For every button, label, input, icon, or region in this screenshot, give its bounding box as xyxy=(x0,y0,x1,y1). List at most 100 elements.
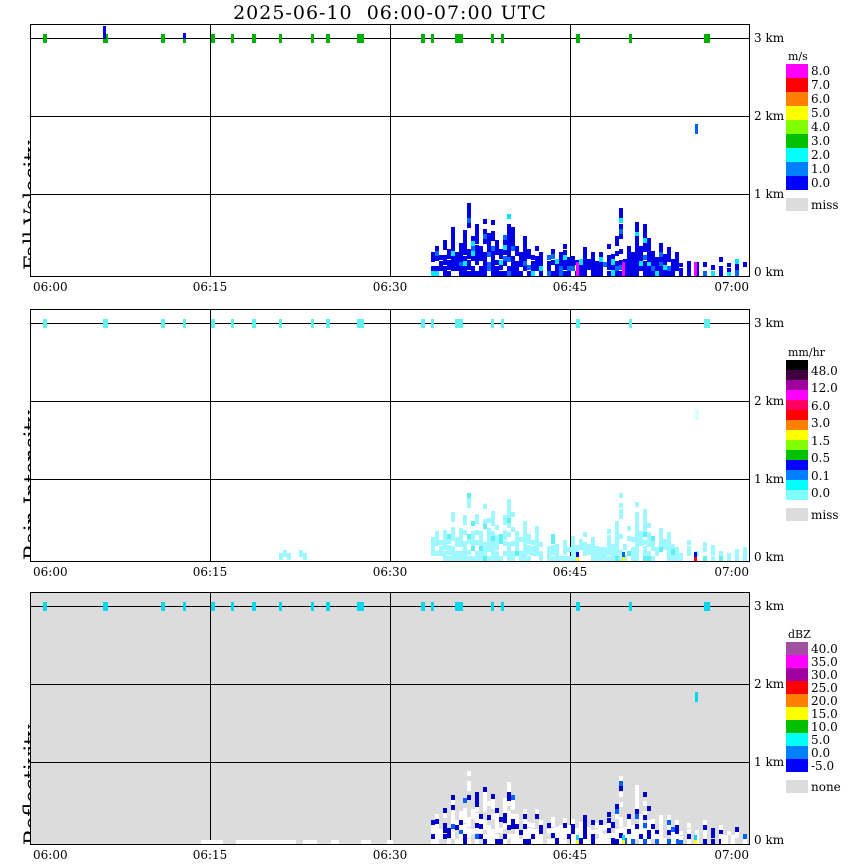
data-cell xyxy=(619,839,623,844)
data-cell xyxy=(647,537,651,542)
data-cell xyxy=(607,260,611,265)
data-cell xyxy=(659,262,663,267)
data-cell xyxy=(435,536,439,541)
data-cell xyxy=(451,527,455,532)
data-cell xyxy=(615,839,619,844)
data-cell xyxy=(491,839,495,844)
data-cell xyxy=(507,811,511,816)
data-cell xyxy=(511,814,515,819)
data-cell xyxy=(591,834,595,839)
colorbar-tick-label: 12.0 xyxy=(811,381,838,396)
data-cell xyxy=(491,536,495,541)
data-cell xyxy=(631,252,635,257)
data-cell xyxy=(603,839,607,844)
data-cell xyxy=(451,237,455,242)
data-cell xyxy=(571,541,575,546)
data-cell xyxy=(460,602,463,611)
data-cell xyxy=(507,834,511,839)
data-cell xyxy=(579,827,583,833)
data-cell xyxy=(511,824,515,829)
data-cell xyxy=(487,547,491,552)
plot-area-fall-velocity[interactable] xyxy=(30,24,750,277)
data-cell xyxy=(471,531,475,536)
data-cell xyxy=(447,265,451,270)
data-cell xyxy=(535,834,539,839)
plot-area-rain-intensity[interactable] xyxy=(30,309,750,562)
data-cell xyxy=(679,268,683,272)
colorbar-tick-label: 15.0 xyxy=(811,706,838,721)
colorbar-swatch xyxy=(786,450,808,460)
data-cell xyxy=(705,34,708,43)
data-cell xyxy=(571,556,575,561)
plot-area-reflectivity[interactable] xyxy=(30,592,750,845)
data-cell xyxy=(623,827,627,833)
data-cell xyxy=(487,262,491,267)
data-cell xyxy=(647,262,651,267)
data-cell xyxy=(591,542,595,547)
data-cell xyxy=(711,545,715,550)
data-cell xyxy=(591,262,595,267)
data-cell xyxy=(471,256,475,261)
data-cell xyxy=(435,256,439,261)
data-cell xyxy=(503,818,507,823)
data-cell xyxy=(635,251,639,256)
data-cell xyxy=(611,550,615,556)
data-cell xyxy=(507,796,511,801)
data-cell xyxy=(483,252,487,257)
data-cell xyxy=(679,553,683,557)
data-cell xyxy=(631,556,635,561)
data-cell xyxy=(455,825,459,830)
xtick-0700-p3: 07:00 xyxy=(714,848,749,862)
data-cell xyxy=(443,240,447,245)
data-cell xyxy=(655,262,659,267)
data-cell xyxy=(531,266,535,271)
data-cell xyxy=(647,252,651,257)
colorbar-tick-label: 4.0 xyxy=(811,120,831,134)
data-cell xyxy=(535,266,539,271)
data-cell xyxy=(667,551,671,556)
data-cell xyxy=(659,257,663,262)
data-cell xyxy=(467,534,471,539)
data-cell xyxy=(679,831,683,835)
data-cell xyxy=(687,271,691,276)
data-cell xyxy=(431,830,435,835)
data-cell xyxy=(635,232,639,237)
data-cell xyxy=(311,34,314,43)
data-cell xyxy=(491,541,495,546)
data-cell xyxy=(619,833,623,838)
data-cell xyxy=(671,544,675,550)
data-cell xyxy=(551,828,555,833)
data-cell xyxy=(431,537,435,542)
data-cell xyxy=(475,551,479,556)
data-cell xyxy=(491,34,494,43)
data-cell xyxy=(603,551,607,556)
data-cell xyxy=(539,839,543,844)
data-cell xyxy=(507,787,511,792)
data-cell xyxy=(727,263,731,267)
colorbar-tick-label: 0.0 xyxy=(811,176,831,190)
data-cell xyxy=(511,551,515,556)
data-cell xyxy=(599,252,603,257)
data-cell xyxy=(655,839,659,844)
data-cell xyxy=(555,549,559,555)
data-cell xyxy=(460,34,463,43)
data-cell xyxy=(503,808,507,813)
data-cell xyxy=(559,839,563,844)
data-cell xyxy=(491,516,495,521)
data-cell xyxy=(451,227,455,232)
data-cell xyxy=(475,802,479,807)
data-cell xyxy=(431,257,435,262)
data-cell xyxy=(459,556,463,561)
data-cell xyxy=(463,546,467,551)
data-cell xyxy=(619,817,623,822)
data-cell xyxy=(515,531,519,536)
data-cell xyxy=(643,243,647,248)
data-cell xyxy=(459,839,463,844)
data-cell xyxy=(507,509,511,514)
data-cell xyxy=(459,542,463,547)
colorbar-tick-label: 1.5 xyxy=(811,433,831,448)
data-cell xyxy=(523,256,527,261)
data-cell xyxy=(643,532,647,537)
data-cell xyxy=(459,528,463,533)
data-cell xyxy=(595,556,599,561)
